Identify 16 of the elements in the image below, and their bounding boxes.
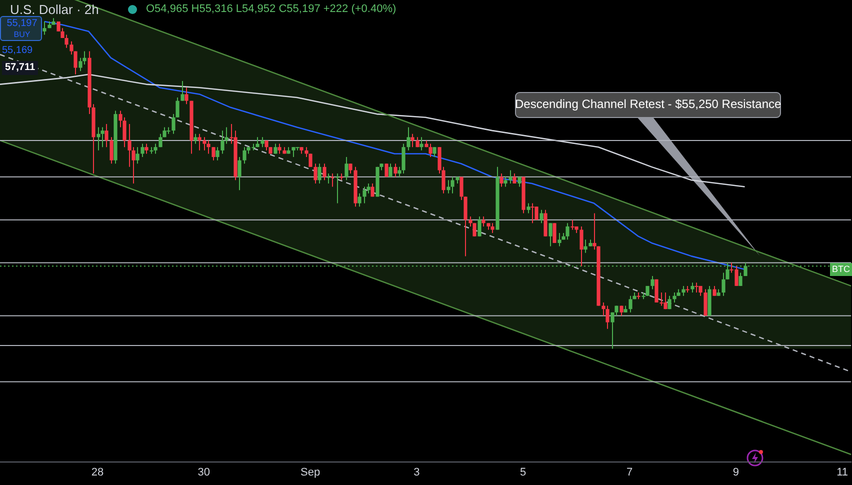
x-tick-label: 28	[91, 466, 104, 478]
text: O54,965 H55,316 L54,952 C55,197 +222 (+0.40%)	[146, 3, 396, 16]
annotation: BTC	[830, 263, 852, 276]
x-tick-label: 7	[626, 466, 633, 478]
annotation: 55,197	[6, 18, 38, 30]
x-tick-label: 3	[414, 466, 420, 478]
annotation: BUY	[12, 30, 32, 40]
x-tick-label: Sep	[300, 466, 320, 478]
chart-title: U.S. Dollar · 2h	[10, 2, 99, 18]
annotation: 55,169	[2, 45, 33, 57]
annotation: Descending Channel Retest - $55,250 Resistance	[515, 97, 782, 112]
x-tick-label: 30	[198, 466, 210, 478]
x-tick-label: 5	[520, 466, 526, 478]
x-tick-label: 11	[836, 466, 848, 478]
x-tick-label: 9	[732, 466, 739, 478]
annotation: 57,711	[2, 61, 38, 75]
